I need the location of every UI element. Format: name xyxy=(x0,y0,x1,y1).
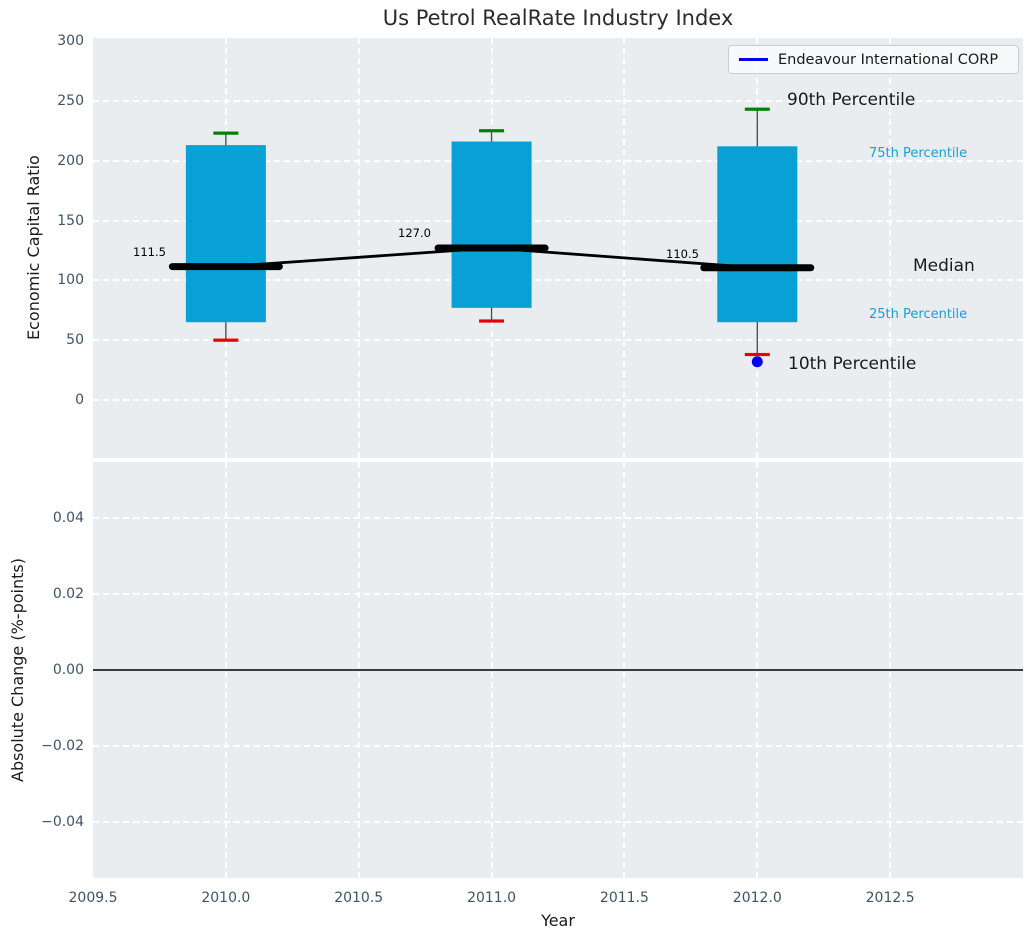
annotation-median: Median xyxy=(913,256,975,276)
median-value-label-2011: 127.0 xyxy=(398,226,431,240)
gridline-h xyxy=(93,279,1023,282)
y-tick-label: 250 xyxy=(57,92,84,109)
annotation-10th-percentile: 10th Percentile xyxy=(788,354,917,374)
y-axis-label-top: Economic Capital Ratio xyxy=(24,155,43,341)
y-tick-label: −0.02 xyxy=(41,738,84,755)
y-tick-label: 50 xyxy=(66,332,84,349)
gridline-h xyxy=(93,399,1023,401)
x-tick-label: 2010.5 xyxy=(334,890,384,906)
y-tick-label: 300 xyxy=(57,33,84,49)
y-tick-label: 0 xyxy=(75,392,84,408)
gridline-v xyxy=(889,38,892,458)
y-tick-label: −0.04 xyxy=(41,814,84,831)
y-tick-label: 200 xyxy=(57,152,84,169)
y-tick-label: 100 xyxy=(57,272,84,289)
annotation-90th-percentile: 90th Percentile xyxy=(787,90,916,110)
gridline-h xyxy=(93,516,1023,519)
gridline-v xyxy=(490,462,493,878)
gridline-v xyxy=(357,462,360,878)
y-tick-label: 150 xyxy=(57,212,84,229)
y-tick-label: 0.00 xyxy=(52,662,84,678)
gridline-h xyxy=(93,821,1023,824)
gridline-v xyxy=(357,38,360,458)
x-tick-label: 2010.0 xyxy=(201,890,251,906)
gridline-h xyxy=(93,745,1023,748)
gridline-v xyxy=(490,38,493,458)
median-value-label-2012: 110.5 xyxy=(666,247,699,261)
gridline-h xyxy=(93,99,1023,102)
gridline-h xyxy=(93,592,1023,595)
x-tick-label: 2009.5 xyxy=(68,890,118,906)
x-tick-label: 2012.5 xyxy=(865,890,915,906)
gridline-v xyxy=(224,38,227,458)
chart-title: Us Petrol RealRate Industry Index xyxy=(382,6,734,30)
y-tick-label: 0.02 xyxy=(52,585,84,602)
axes-bottom-panel xyxy=(93,462,1023,878)
annotation-75th-percentile: 75th Percentile xyxy=(869,146,968,161)
legend: Endeavour International CORP xyxy=(728,45,1019,74)
legend-label: Endeavour International CORP xyxy=(778,51,999,68)
gridline-v xyxy=(756,38,759,458)
median-value-label-2010: 111.5 xyxy=(133,245,166,259)
x-axis-label: Year xyxy=(541,911,575,930)
y-axis-label-bottom: Absolute Change (%-points) xyxy=(8,558,27,782)
gridline-v xyxy=(889,462,892,878)
gridline-v xyxy=(623,462,626,878)
gridline-h xyxy=(93,339,1023,342)
gridline-h xyxy=(93,219,1023,222)
x-tick-label: 2012.0 xyxy=(732,890,782,906)
y-tick-label: 0.04 xyxy=(52,509,84,526)
gridline-v xyxy=(623,38,626,458)
annotation-25th-percentile: 25th Percentile xyxy=(869,307,968,322)
gridline-h xyxy=(93,159,1023,162)
gridline-v xyxy=(224,462,227,878)
x-tick-label: 2011.0 xyxy=(467,890,517,906)
legend-line-icon xyxy=(739,58,768,61)
x-tick-label: 2011.5 xyxy=(599,890,649,906)
gridline-v xyxy=(756,462,759,878)
